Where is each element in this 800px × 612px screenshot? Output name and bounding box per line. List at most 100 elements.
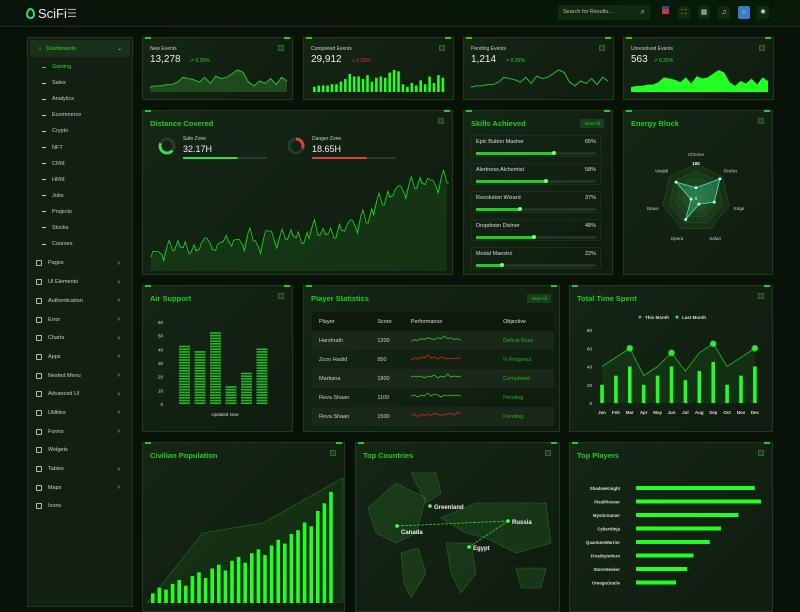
air-bar-segment xyxy=(194,361,206,364)
sidebar-item[interactable]: Charts › xyxy=(28,329,132,348)
sidebar-item-dashboards[interactable]: ⌂ Dashboards ⌄ xyxy=(30,40,130,57)
grid-icon[interactable] xyxy=(439,45,445,51)
air-bar-segment xyxy=(179,378,190,380)
player-statistics-card: Player Statistics View All Player Score Pe… xyxy=(303,285,560,432)
flag-icon[interactable] xyxy=(659,6,671,19)
stat-card: Unresolved Events 563 ↗ 0.25% xyxy=(623,37,774,100)
air-bar-segment xyxy=(256,364,268,367)
view-all-button[interactable]: View All xyxy=(527,294,551,303)
grid-icon[interactable] xyxy=(545,450,551,456)
radar-axis-label: Vivaldi xyxy=(655,168,668,173)
grid-icon[interactable] xyxy=(599,45,605,51)
air-bar-segment xyxy=(179,386,190,388)
population-bar xyxy=(157,587,162,603)
spark-bar xyxy=(437,75,440,92)
sidebar-item[interactable]: Utilities › xyxy=(28,404,132,423)
stat-change: ↗ 0.25% xyxy=(190,58,210,64)
air-bar-segment xyxy=(256,383,268,386)
card-title: Player Statistics xyxy=(311,294,369,303)
country-marker xyxy=(395,524,399,528)
sidebar-item[interactable]: Nested Menu › xyxy=(28,366,132,385)
population-bar xyxy=(203,578,208,603)
search-icon[interactable]: ⌕ xyxy=(640,7,645,16)
grid-icon[interactable] xyxy=(758,450,764,456)
search-input[interactable]: Search for Results... ⌕ xyxy=(558,5,650,20)
country-marker xyxy=(467,545,471,549)
air-bar-segment xyxy=(256,394,268,396)
menu-item-icon xyxy=(36,484,42,491)
player-score: 1200 xyxy=(370,331,404,350)
air-bar-segment xyxy=(194,394,206,396)
notification-bell-icon[interactable]: ♫ xyxy=(718,6,730,19)
gear-icon[interactable]: ✹ xyxy=(757,6,769,19)
sidebar-subitem[interactable]: Analytics xyxy=(28,91,132,107)
grid-icon[interactable] xyxy=(759,45,765,51)
air-bar-segment xyxy=(256,391,268,394)
sidebar-subitem[interactable]: Stocks xyxy=(28,220,132,236)
sidebar-item[interactable]: Authentication › xyxy=(28,292,132,311)
sidebar-item[interactable]: Forms › xyxy=(28,422,132,441)
table-row[interactable]: Reva Shaan 1100 Pending xyxy=(312,388,554,407)
grid-icon[interactable] xyxy=(278,45,284,51)
air-bar-segment xyxy=(210,386,221,388)
player-bar xyxy=(636,540,710,544)
y-tick-label: 20 xyxy=(158,375,164,380)
skill-progress xyxy=(476,207,596,211)
air-bar-segment xyxy=(256,386,268,388)
grid-icon[interactable] xyxy=(330,450,336,456)
sidebar-subitem[interactable]: Projects xyxy=(28,204,132,220)
fullscreen-icon[interactable]: ⛶ xyxy=(678,6,690,19)
y-tick-label: 60 xyxy=(158,320,164,325)
sidebar-subitem[interactable]: Ecommerce xyxy=(28,107,132,123)
sidebar-subitem[interactable]: Courses xyxy=(28,236,132,252)
grid-icon[interactable] xyxy=(278,293,284,299)
sidebar-item[interactable]: Apps › xyxy=(28,348,132,367)
radar-ring xyxy=(689,190,703,205)
avatar[interactable]: ☺ xyxy=(738,6,750,19)
sidebar-subitem-label: Projects xyxy=(52,208,72,215)
sidebar-item[interactable]: Error › xyxy=(28,310,132,329)
sidebar-item[interactable]: Maps › xyxy=(28,478,132,497)
menu-toggle-icon[interactable]: ☰ xyxy=(67,8,77,20)
spark-bar xyxy=(419,80,422,92)
table-row[interactable]: Martiana 1800 Completed xyxy=(312,369,554,388)
grid-icon[interactable] xyxy=(758,118,764,124)
apps-grid-icon[interactable]: ▦ xyxy=(698,6,710,19)
continent-shape xyxy=(400,547,427,599)
player-score: 950 xyxy=(377,356,387,363)
table-row[interactable]: Harshrath 1200 Defeat Boss xyxy=(312,331,554,350)
sidebar-item[interactable]: Icons xyxy=(28,497,132,516)
air-bar-segment xyxy=(210,345,221,348)
sidebar-subitem[interactable]: NFT xyxy=(28,139,132,155)
sidebar-subitem-label: CRM xyxy=(52,160,65,167)
stat-change-value: 0.25% xyxy=(356,58,371,64)
last-month-bar xyxy=(655,375,660,403)
sidebar-subitem[interactable]: Jobs xyxy=(28,188,132,204)
menu-item-icon xyxy=(36,260,42,267)
sidebar-subitem[interactable]: HRM xyxy=(28,172,132,188)
sidebar-subitem[interactable]: Sales xyxy=(28,75,132,91)
sidebar-item[interactable]: Pages › xyxy=(28,254,132,273)
sidebar-item[interactable]: Advanced UI › xyxy=(28,385,132,404)
air-bar-segment xyxy=(241,399,252,402)
population-bar xyxy=(316,511,320,603)
brand-logo[interactable]: SciFi xyxy=(26,6,67,21)
table-row[interactable]: Reva Shaan 1500 Pending xyxy=(312,407,554,426)
table-row[interactable]: Zozo Hadid 950 In Progress xyxy=(312,350,554,369)
skill-item: Alertness Alchemist 58% xyxy=(471,163,601,185)
stat-value: 13,278 xyxy=(150,54,181,65)
sidebar-subitem[interactable]: Crypto xyxy=(28,123,132,139)
grid-icon[interactable] xyxy=(438,118,444,124)
grid-icon[interactable] xyxy=(758,293,764,299)
card-title: Energy Block xyxy=(631,119,679,128)
sidebar-item[interactable]: Tables › xyxy=(28,460,132,479)
spark-bar xyxy=(344,79,347,92)
air-bar-segment xyxy=(256,370,268,372)
sidebar-item-label: Nested Menu xyxy=(48,372,81,379)
view-all-button[interactable]: View All xyxy=(580,119,604,128)
sidebar-subitem[interactable]: CRM xyxy=(28,156,132,172)
sidebar-item[interactable]: UI Elements › xyxy=(28,273,132,292)
sidebar-item[interactable]: Widgets xyxy=(28,441,132,460)
air-bar-segment xyxy=(194,391,206,394)
sidebar-subitem[interactable]: Gaming xyxy=(28,59,132,75)
